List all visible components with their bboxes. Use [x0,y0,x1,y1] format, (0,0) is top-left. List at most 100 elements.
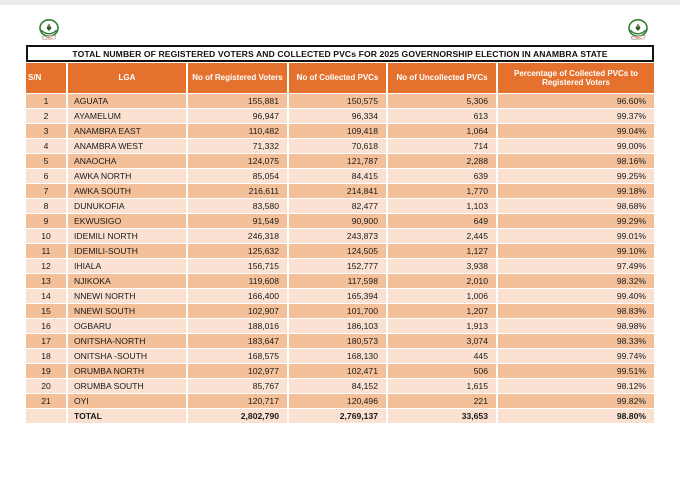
cell-unc: 1,064 [388,124,498,138]
cell-col: 70,618 [289,139,388,153]
cell-reg: 102,977 [188,364,289,378]
cell-reg: 83,580 [188,199,289,213]
cell-col: 124,505 [289,244,388,258]
cell-sn: 21 [26,394,68,408]
cell-unc: 2,010 [388,274,498,288]
cell-col: 180,573 [289,334,388,348]
column-header-sn: S/N [26,63,68,93]
cell-unc: 221 [388,394,498,408]
cell-col: 96,334 [289,109,388,123]
table-row: 13 NJIKOKA 119,608 117,598 2,010 98.32% [26,273,654,288]
cell-unc: 1,103 [388,199,498,213]
cell-reg: 246,318 [188,229,289,243]
cell-sn: 8 [26,199,68,213]
cell-pct: 99.29% [498,214,654,228]
cell-reg: 71,332 [188,139,289,153]
table-total-row: TOTAL 2,802,790 2,769,137 33,653 98.80% [26,408,654,423]
table-row: 20 ORUMBA SOUTH 85,767 84,152 1,615 98.12% [26,378,654,393]
cell-lga: ANAOCHA [68,154,188,168]
cell-sn: 12 [26,259,68,273]
column-header-percentage: Percentage of Collected PVCs to Register… [498,63,654,93]
cell-sn [26,409,68,423]
cell-pct: 99.51% [498,364,654,378]
table-row: 3 ANAMBRA EAST 110,482 109,418 1,064 99.04% [26,123,654,138]
cell-pct: 99.74% [498,349,654,363]
cell-col: 168,130 [289,349,388,363]
cell-sn: 17 [26,334,68,348]
table-row: 16 OGBARU 188,016 186,103 1,913 98.98% [26,318,654,333]
cell-lga: AGUATA [68,94,188,108]
table-row: 15 NNEWI SOUTH 102,907 101,700 1,207 98.83% [26,303,654,318]
table-row: 12 IHIALA 156,715 152,777 3,938 97.49% [26,258,654,273]
cell-unc: 1,615 [388,379,498,393]
cell-sn: 2 [26,109,68,123]
cell-col: 214,841 [289,184,388,198]
cell-col: 82,477 [289,199,388,213]
cell-unc: 1,207 [388,304,498,318]
cell-sn: 19 [26,364,68,378]
table-body: 1 AGUATA 155,881 150,575 5,306 96.60% 2 AYAMELU… [26,93,654,423]
cell-lga: ONITSHA -SOUTH [68,349,188,363]
cell-reg: 216,611 [188,184,289,198]
cell-pct: 99.00% [498,139,654,153]
cell-pct: 99.18% [498,184,654,198]
cell-unc: 613 [388,109,498,123]
cell-col: 186,103 [289,319,388,333]
inec-emblem-icon: INEC [628,19,648,40]
cell-lga: TOTAL [68,409,188,423]
cell-pct: 98.98% [498,319,654,333]
cell-unc: 1,770 [388,184,498,198]
table-row: 6 AWKA NORTH 85,054 84,415 639 99.25% [26,168,654,183]
cell-lga: OGBARU [68,319,188,333]
cell-unc: 506 [388,364,498,378]
cell-unc: 2,288 [388,154,498,168]
table-row: 7 AWKA SOUTH 216,611 214,841 1,770 99.18% [26,183,654,198]
cell-sn: 15 [26,304,68,318]
cell-sn: 7 [26,184,68,198]
cell-lga: EKWUSIGO [68,214,188,228]
cell-reg: 91,549 [188,214,289,228]
cell-sn: 14 [26,289,68,303]
svg-text:INEC: INEC [46,36,52,40]
inec-emblem-icon: INEC [39,19,59,40]
cell-lga: ANAMBRA WEST [68,139,188,153]
cell-pct: 99.10% [498,244,654,258]
cell-pct: 99.82% [498,394,654,408]
cell-lga: ORUMBA SOUTH [68,379,188,393]
cell-reg: 155,881 [188,94,289,108]
cell-reg: 124,075 [188,154,289,168]
cell-reg: 125,632 [188,244,289,258]
cell-unc: 445 [388,349,498,363]
cell-pct: 99.01% [498,229,654,243]
cell-reg: 85,054 [188,169,289,183]
cell-reg: 119,608 [188,274,289,288]
cell-reg: 2,802,790 [188,409,289,423]
table-row: 14 NNEWI NORTH 166,400 165,394 1,006 99.40% [26,288,654,303]
table-row: 17 ONITSHA-NORTH 183,647 180,573 3,074 98.33% [26,333,654,348]
cell-pct: 96.60% [498,94,654,108]
cell-sn: 9 [26,214,68,228]
cell-col: 120,496 [289,394,388,408]
cell-sn: 10 [26,229,68,243]
cell-col: 84,415 [289,169,388,183]
cell-unc: 33,653 [388,409,498,423]
cell-pct: 98.16% [498,154,654,168]
cell-unc: 1,127 [388,244,498,258]
cell-lga: IHIALA [68,259,188,273]
cell-pct: 98.33% [498,334,654,348]
column-header-uncollected: No of Uncollected PVCs [388,63,498,93]
cell-pct: 98.12% [498,379,654,393]
cell-reg: 110,482 [188,124,289,138]
cell-unc: 5,306 [388,94,498,108]
cell-reg: 183,647 [188,334,289,348]
table-row: 19 ORUMBA NORTH 102,977 102,471 506 99.51% [26,363,654,378]
cell-lga: AYAMELUM [68,109,188,123]
cell-pct: 99.04% [498,124,654,138]
column-header-registered: No of Registered Voters [188,63,289,93]
table-title: TOTAL NUMBER OF REGISTERED VOTERS AND CO… [26,45,654,62]
cell-col: 152,777 [289,259,388,273]
cell-unc: 639 [388,169,498,183]
cell-lga: NNEWI SOUTH [68,304,188,318]
cell-sn: 18 [26,349,68,363]
